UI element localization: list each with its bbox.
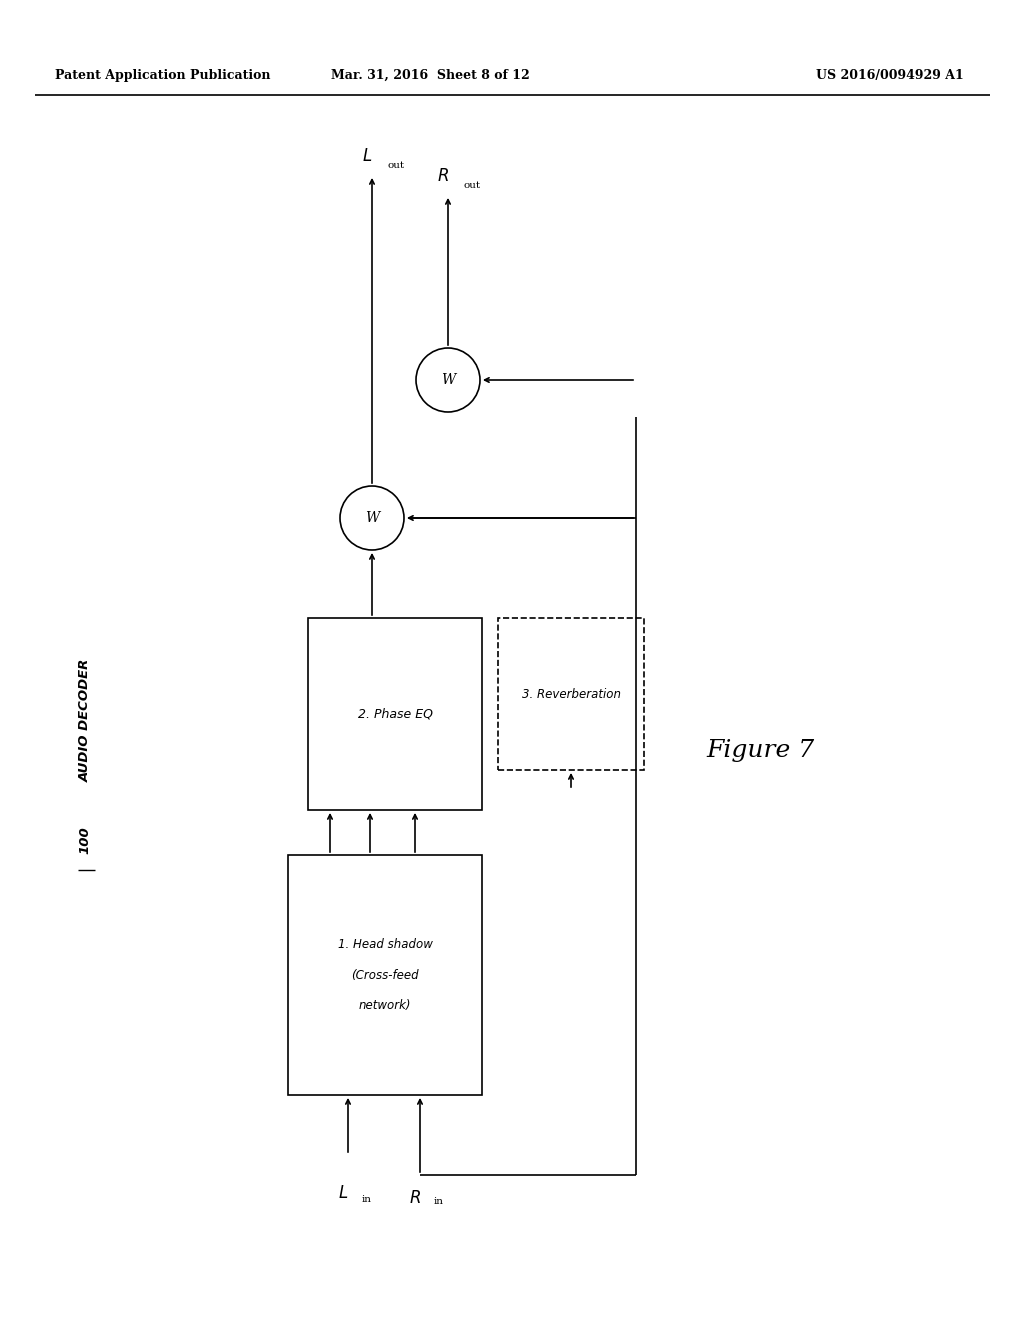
Text: $L$: $L$ — [361, 148, 372, 165]
Text: 1. Head shadow: 1. Head shadow — [338, 939, 432, 952]
Text: US 2016/0094929 A1: US 2016/0094929 A1 — [816, 69, 964, 82]
Text: W: W — [441, 374, 455, 387]
Text: 3. Reverberation: 3. Reverberation — [521, 688, 621, 701]
Text: 100: 100 — [79, 826, 91, 854]
Text: $R$: $R$ — [409, 1191, 421, 1206]
Text: Figure 7: Figure 7 — [706, 738, 814, 762]
FancyBboxPatch shape — [308, 618, 482, 810]
Text: W: W — [365, 511, 379, 525]
Text: network): network) — [358, 998, 412, 1011]
Text: out: out — [463, 181, 480, 190]
FancyBboxPatch shape — [498, 618, 644, 770]
Text: $L$: $L$ — [338, 1185, 348, 1203]
Text: in: in — [434, 1197, 444, 1206]
Text: in: in — [362, 1195, 372, 1204]
Text: Patent Application Publication: Patent Application Publication — [55, 69, 270, 82]
Text: (Cross-feed: (Cross-feed — [351, 969, 419, 982]
Text: Mar. 31, 2016  Sheet 8 of 12: Mar. 31, 2016 Sheet 8 of 12 — [331, 69, 529, 82]
FancyBboxPatch shape — [288, 855, 482, 1096]
Text: out: out — [387, 161, 404, 170]
Text: $R$: $R$ — [437, 168, 449, 185]
Text: AUDIO DECODER: AUDIO DECODER — [79, 659, 91, 781]
Text: 2. Phase EQ: 2. Phase EQ — [357, 708, 432, 721]
Circle shape — [416, 348, 480, 412]
Circle shape — [340, 486, 404, 550]
